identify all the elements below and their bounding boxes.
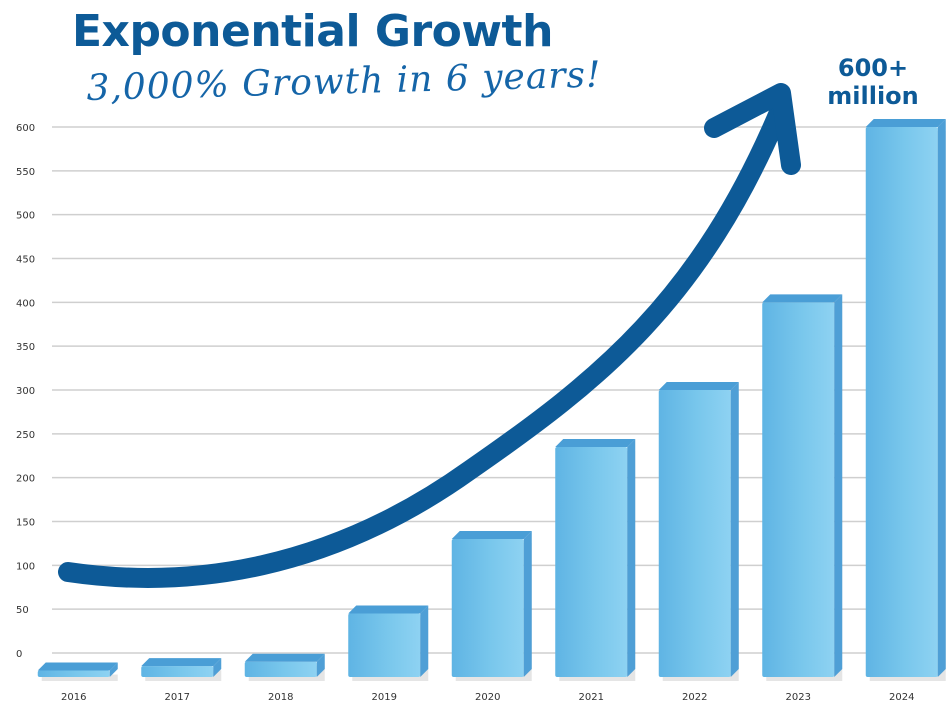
x-tick-label: 2021: [579, 692, 604, 703]
bar-top: [762, 294, 843, 303]
bar-2020: [451, 531, 532, 681]
y-tick-label: 50: [16, 605, 29, 616]
bar-side: [523, 531, 532, 677]
growth-arrow-head: [704, 83, 801, 175]
x-tick-label: 2018: [268, 692, 293, 703]
bar-front: [658, 390, 731, 677]
bar-front: [141, 666, 214, 677]
callout-line-2: million: [827, 82, 919, 110]
bar-top: [451, 531, 532, 540]
bar-2018: [244, 653, 325, 681]
bar-side: [316, 653, 325, 677]
bar-top: [348, 605, 429, 614]
x-tick-label: 2022: [682, 692, 707, 703]
growth-arrow: [58, 83, 801, 588]
bar-front: [244, 661, 317, 677]
y-tick-label: 500: [16, 211, 35, 222]
y-tick-label: 200: [16, 474, 35, 485]
bar-top: [37, 662, 118, 671]
bar-side: [730, 382, 739, 677]
bar-2021: [555, 438, 636, 681]
bar-side: [937, 119, 946, 677]
x-axis-ticks: 2016 2017 2018 2019 2020 2021 2022 2023 2024: [61, 692, 914, 703]
bar-side: [109, 662, 118, 677]
bar-top: [658, 382, 739, 390]
bar-2019: [348, 605, 429, 681]
x-tick-label: 2017: [165, 692, 190, 703]
bar-2023: [762, 294, 843, 681]
bar-top: [555, 438, 636, 447]
bar-top: [141, 658, 222, 667]
bar-front: [865, 127, 938, 677]
bar-side: [420, 605, 429, 677]
callout-label: 600+ million: [808, 54, 938, 110]
bar-2016: [37, 662, 118, 681]
y-tick-label: 300: [16, 386, 35, 397]
y-tick-label: 0: [16, 649, 22, 660]
y-tick-label: 400: [16, 298, 35, 309]
y-tick-label: 450: [16, 255, 35, 266]
y-tick-label: 250: [16, 430, 35, 441]
bar-2017: [141, 658, 222, 681]
y-tick-label: 100: [16, 561, 35, 572]
bar-side: [213, 658, 222, 677]
bar-front: [762, 302, 835, 677]
y-tick-label: 600: [16, 123, 35, 134]
bar-front: [348, 613, 421, 677]
bar-side: [627, 438, 636, 677]
x-tick-label: 2016: [61, 692, 86, 703]
chart-title: Exponential Growth: [72, 6, 553, 57]
x-tick-label: 2019: [372, 692, 397, 703]
y-tick-label: 150: [16, 518, 35, 529]
bar-2022: [658, 382, 739, 681]
x-tick-label: 2023: [786, 692, 811, 703]
bar-front: [451, 539, 524, 677]
bars: [37, 119, 946, 681]
y-tick-label: 350: [16, 342, 35, 353]
x-tick-label: 2020: [475, 692, 500, 703]
bar-front: [37, 670, 110, 677]
bar-side: [834, 294, 843, 677]
x-tick-label: 2024: [889, 692, 914, 703]
bar-2024: [865, 119, 946, 681]
y-tick-label: 550: [16, 167, 35, 178]
growth-arrow-shaft: [58, 100, 790, 588]
y-axis-ticks: 0 50 100 150 200 250 300 350 400 450 500 550 600: [16, 123, 35, 660]
callout-line-1: 600+: [837, 54, 909, 82]
bar-top: [865, 119, 946, 127]
bar-front: [555, 446, 628, 677]
bar-shadow: [41, 674, 118, 681]
bar-top: [244, 653, 325, 662]
